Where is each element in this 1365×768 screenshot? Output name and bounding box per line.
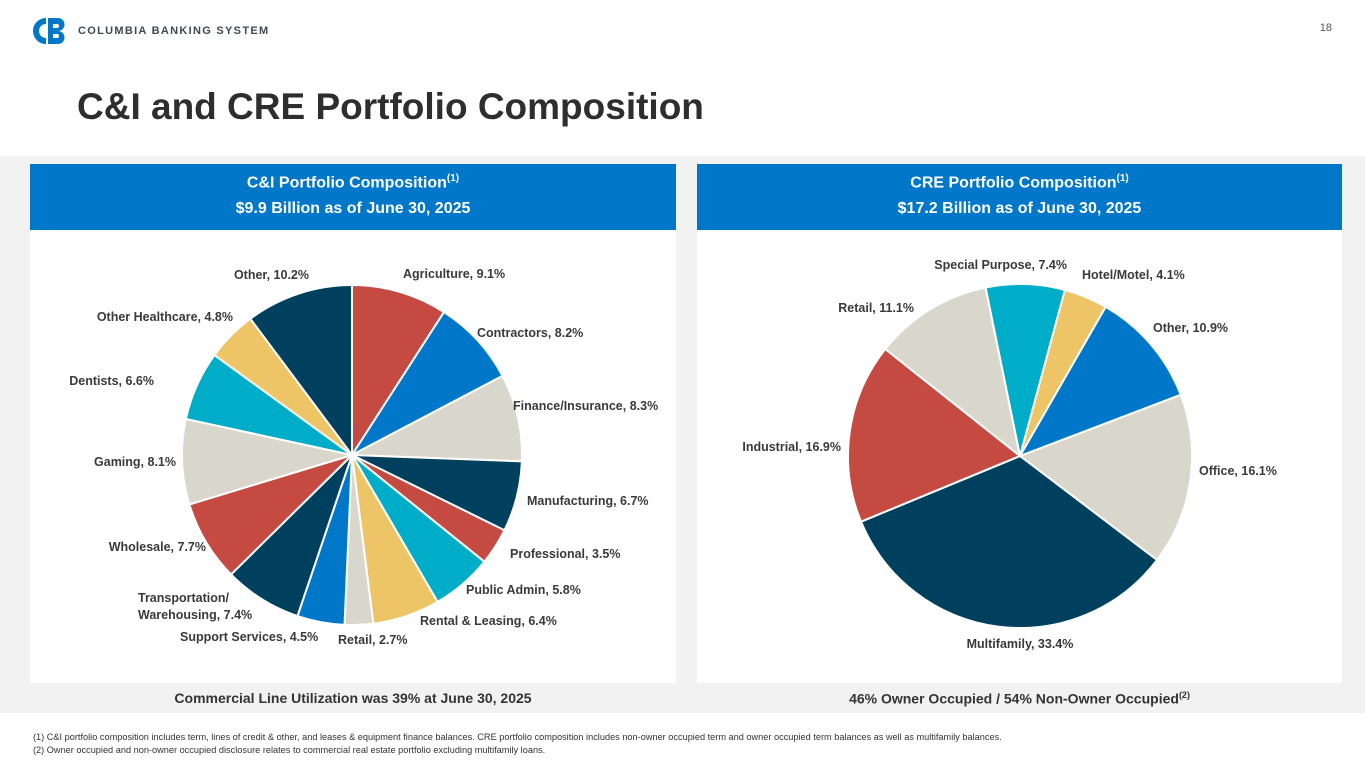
slice-label: Other Healthcare, 4.8% xyxy=(97,310,233,324)
cre-occupancy-note: 46% Owner Occupied / 54% Non-Owner Occup… xyxy=(849,690,1190,707)
slice-label: Hotel/Motel, 4.1% xyxy=(1082,268,1185,282)
footnote-1: (1) C&I portfolio composition includes t… xyxy=(33,732,1002,742)
slice-label: Other, 10.9% xyxy=(1153,321,1228,335)
slice-label: Dentists, 6.6% xyxy=(69,374,154,388)
pie-slice xyxy=(859,454,1159,630)
ci-chart-panel: Agriculture, 9.1% Contractors, 8.2% Financ… xyxy=(30,230,676,683)
ci-panel-subheading: $9.9 Billion as of June 30, 2025 xyxy=(235,200,471,218)
pie-slice xyxy=(248,283,353,459)
ci-panel-heading: C&I Portfolio Composition(1) xyxy=(246,173,460,192)
slice-label: Transportation/Warehousing, 7.4% xyxy=(138,591,252,622)
cre-panel-subheading: $17.2 Billion as of June 30, 2025 xyxy=(897,200,1142,218)
footnote-2: (2) Owner occupied and non-owner occupie… xyxy=(33,745,546,755)
ci-pie-chart: Agriculture, 9.1% Contractors, 8.2% Financ… xyxy=(69,267,658,647)
slice-label: Wholesale, 7.7% xyxy=(109,540,206,554)
footnotes: (1) C&I portfolio composition includes t… xyxy=(33,731,1002,757)
pie-slice xyxy=(1017,305,1183,458)
slice-label: Agriculture, 9.1% xyxy=(403,267,505,281)
slice-label: Special Purpose, 7.4% xyxy=(934,258,1067,272)
slice-label: Rental & Leasing, 6.4% xyxy=(420,614,557,628)
slice-label: Professional, 3.5% xyxy=(510,547,620,561)
cb-monogram-icon xyxy=(33,18,65,44)
pie-slice xyxy=(847,347,1022,523)
slice-label: Industrial, 16.9% xyxy=(742,440,841,454)
slice-label: Retail, 2.7% xyxy=(338,633,407,647)
pie-slice xyxy=(348,374,523,463)
slice-label: Other, 10.2% xyxy=(234,268,309,282)
ci-utilization-note: Commercial Line Utilization was 39% at J… xyxy=(174,690,532,706)
cre-panel-heading: CRE Portfolio Composition(1) xyxy=(910,173,1129,192)
page-title: C&I and CRE Portfolio Composition xyxy=(77,86,704,127)
slice-label: Multifamily, 33.4% xyxy=(967,637,1074,651)
cre-chart-panel: Hotel/Motel, 4.1% Other, 10.9% Office, 16.… xyxy=(697,230,1342,683)
slice-label: Retail, 11.1% xyxy=(838,301,914,315)
pie-slice xyxy=(349,310,504,458)
slice-label: Support Services, 4.5% xyxy=(180,630,318,644)
company-logo: COLUMBIA BANKING SYSTEM xyxy=(26,16,269,46)
slice-label: Contractors, 8.2% xyxy=(477,326,583,340)
slice-label: Public Admin, 5.8% xyxy=(466,583,581,597)
brand-name: COLUMBIA BANKING SYSTEM xyxy=(78,25,270,37)
slice-label: Gaming, 8.1% xyxy=(94,455,176,469)
pie-slice xyxy=(1017,393,1193,562)
ci-panel-header: C&I Portfolio Composition(1) $9.9 Billio… xyxy=(30,164,676,230)
pie-slice xyxy=(984,283,1067,457)
cre-pie-chart: Hotel/Motel, 4.1% Other, 10.9% Office, 16.… xyxy=(742,258,1277,651)
pie-slice xyxy=(883,286,1022,459)
slice-label: Manufacturing, 6.7% xyxy=(527,494,649,508)
cre-footnote-ref: (1) xyxy=(1116,173,1129,184)
ci-footnote-ref: (1) xyxy=(446,173,460,184)
slice-label: Office, 16.1% xyxy=(1199,464,1277,478)
cre-panel-header: CRE Portfolio Composition(1) $17.2 Billi… xyxy=(697,164,1342,230)
pie-slice xyxy=(351,283,446,459)
slice-label: Finance/Insurance, 8.3% xyxy=(513,399,658,413)
page-number: 18 xyxy=(1319,22,1332,34)
